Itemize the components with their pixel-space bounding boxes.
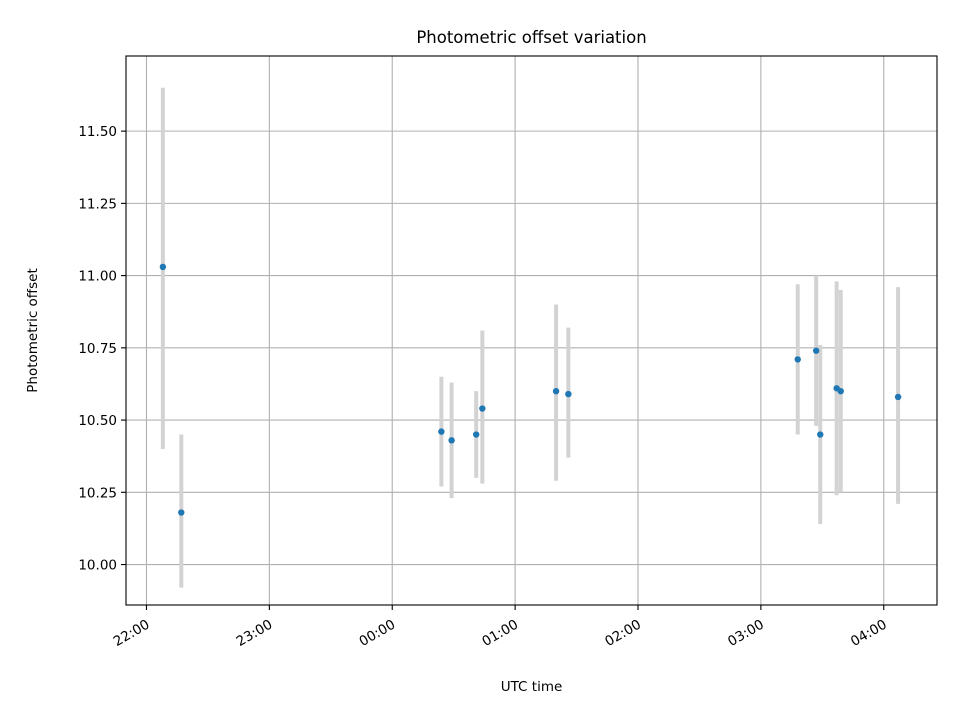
y-axis-ticks: 10.00 10.25 10.50 10.75 11.00 11.25 11.50 bbox=[78, 124, 126, 574]
data-point bbox=[837, 387, 844, 395]
x-axis-label: UTC time bbox=[501, 679, 563, 695]
y-tick-label: 11.25 bbox=[78, 196, 117, 212]
data-point bbox=[552, 387, 560, 395]
y-tick-label: 10.75 bbox=[78, 341, 117, 357]
data-point bbox=[438, 428, 445, 435]
data-points bbox=[159, 263, 902, 516]
grid-lines bbox=[126, 56, 937, 605]
data-point bbox=[565, 390, 572, 398]
data-point bbox=[894, 393, 902, 401]
data-point bbox=[812, 347, 820, 354]
data-point bbox=[479, 405, 486, 412]
data-point bbox=[159, 263, 167, 271]
y-tick-label: 11.00 bbox=[78, 269, 117, 285]
plot-frame bbox=[125, 55, 938, 606]
data-point bbox=[794, 356, 801, 363]
data-point bbox=[473, 431, 480, 438]
y-tick-label: 10.50 bbox=[78, 413, 117, 429]
y-tick-label: 10.00 bbox=[78, 558, 117, 574]
data-point bbox=[817, 431, 824, 438]
chart-title: Photometric offset variation bbox=[416, 28, 646, 47]
y-tick-label: 11.50 bbox=[78, 124, 117, 140]
data-point bbox=[448, 437, 455, 444]
y-tick-label: 10.25 bbox=[78, 485, 117, 501]
y-axis-label: Photometric offset bbox=[25, 268, 41, 392]
data-point bbox=[178, 509, 185, 516]
